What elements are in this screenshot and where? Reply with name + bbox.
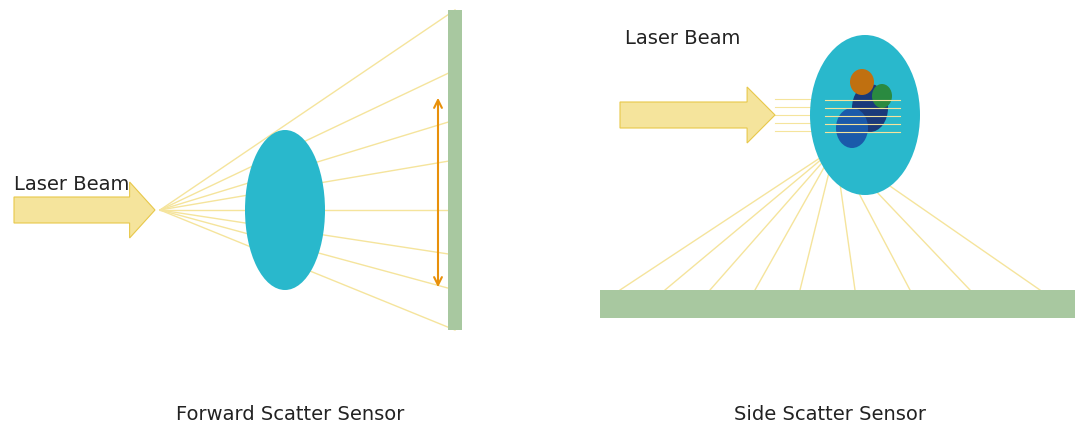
- Polygon shape: [14, 182, 155, 238]
- Ellipse shape: [850, 69, 874, 95]
- Text: Forward Scatter Sensor: Forward Scatter Sensor: [176, 405, 405, 424]
- Ellipse shape: [872, 84, 892, 108]
- Ellipse shape: [245, 130, 325, 290]
- Ellipse shape: [810, 35, 920, 195]
- Polygon shape: [620, 87, 775, 143]
- Text: Side Scatter Sensor: Side Scatter Sensor: [734, 405, 926, 424]
- Bar: [600, 290, 1075, 318]
- Ellipse shape: [836, 108, 868, 148]
- Ellipse shape: [852, 84, 888, 132]
- Text: Laser Beam: Laser Beam: [14, 175, 129, 194]
- Text: Laser Beam: Laser Beam: [625, 29, 740, 47]
- Bar: [448, 10, 462, 330]
